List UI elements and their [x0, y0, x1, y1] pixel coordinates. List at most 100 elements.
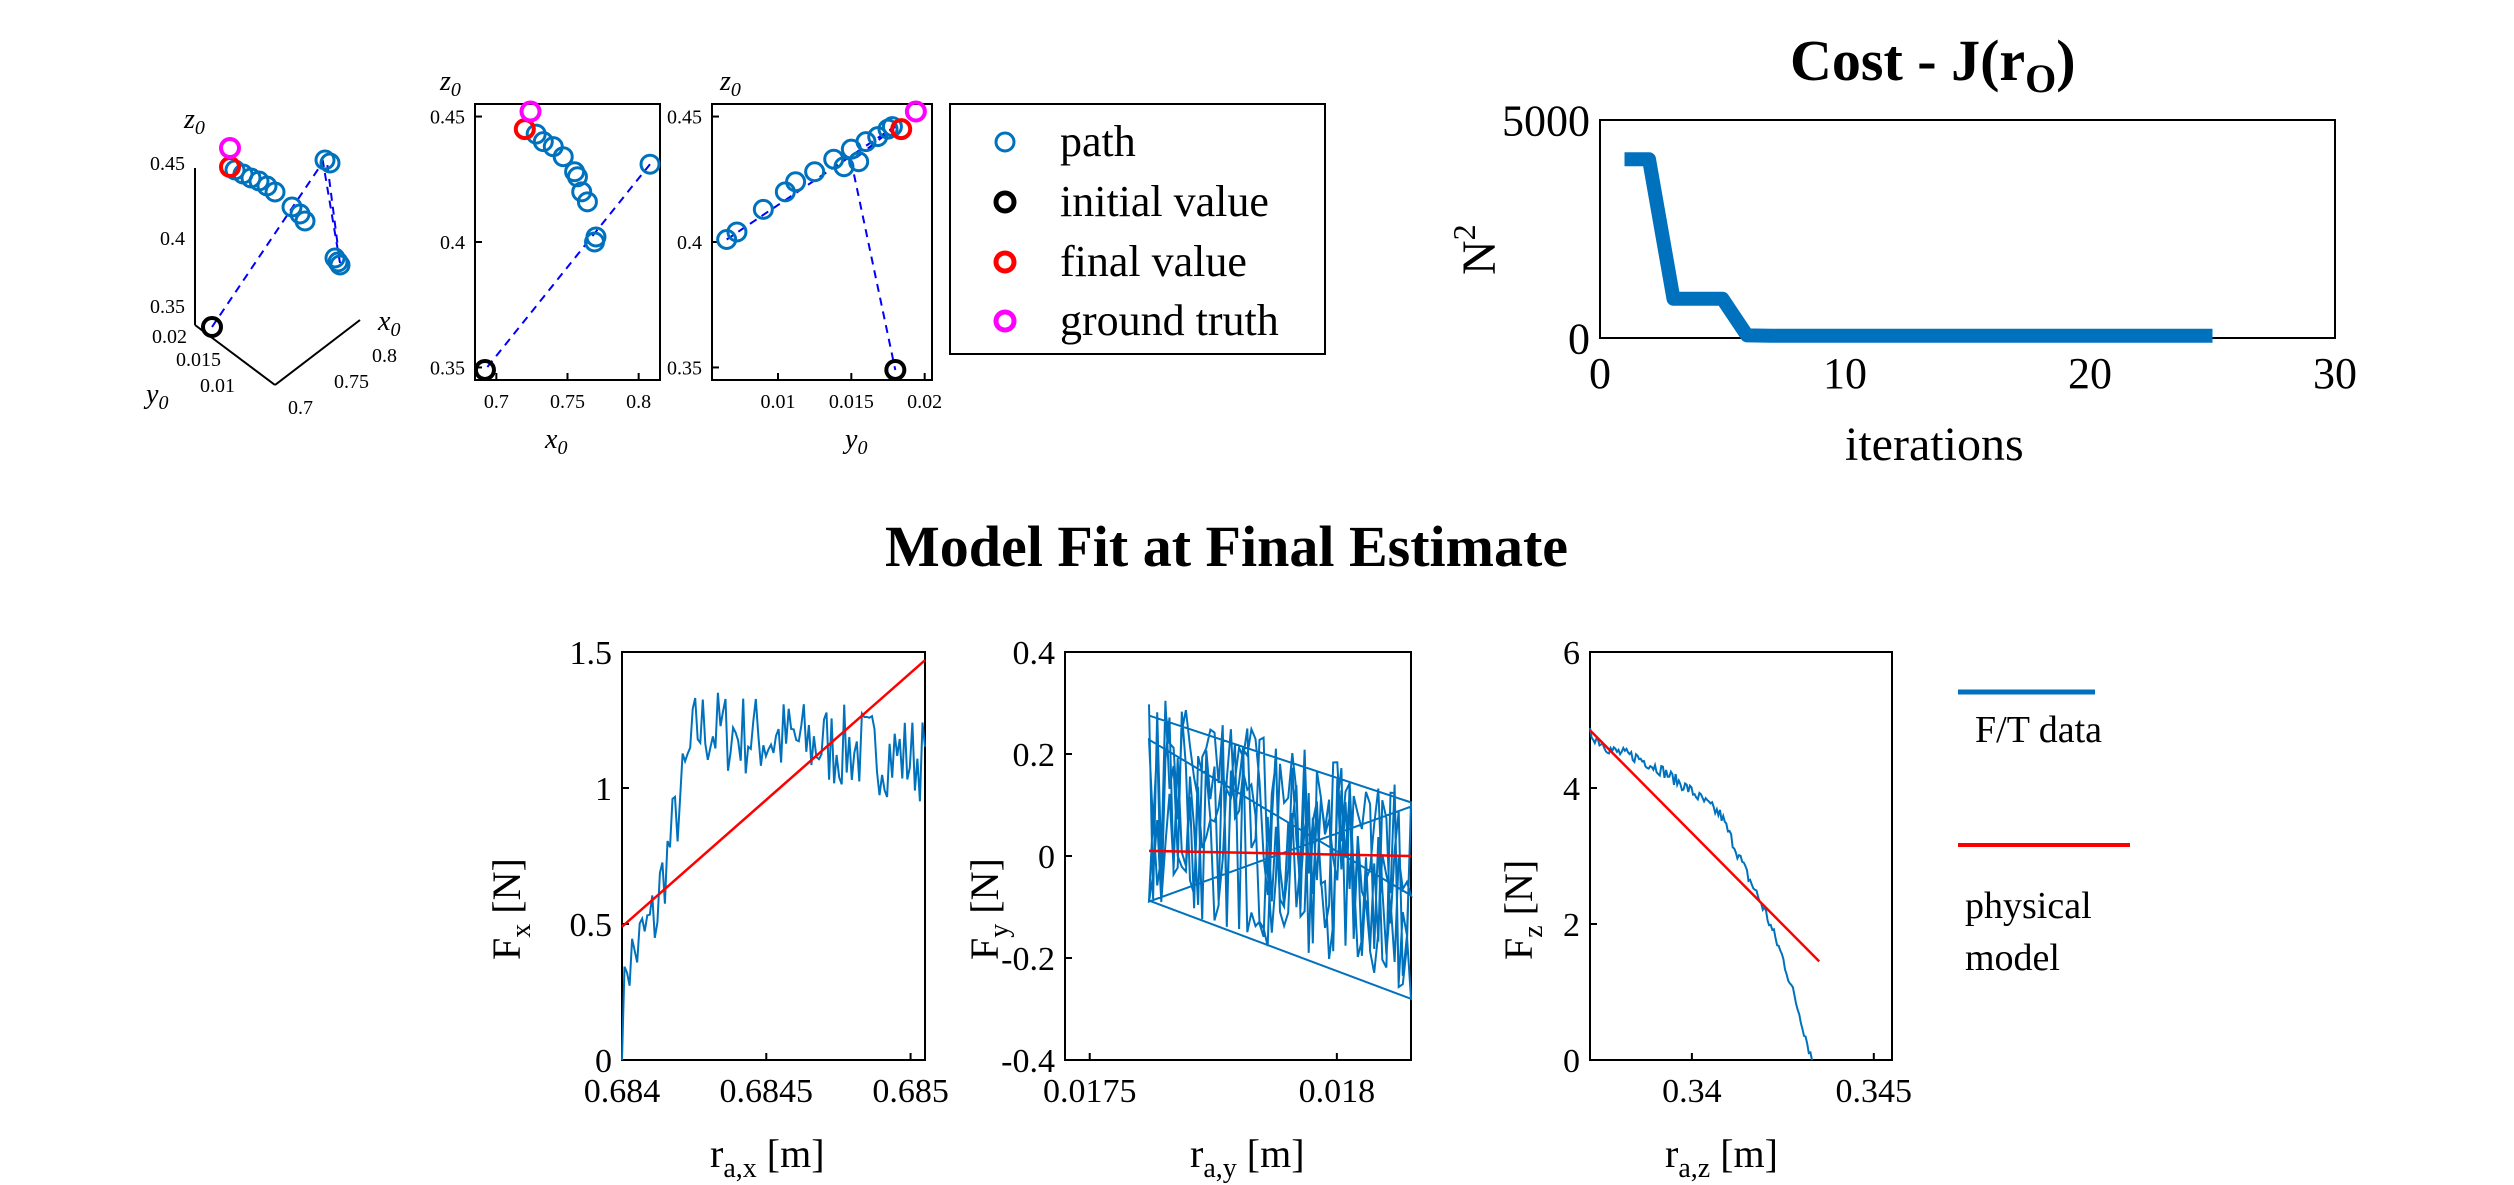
fz-ticks-y-tick-2: 4	[1563, 771, 1580, 808]
xz-ticks-y-tick-0: 0.45	[430, 107, 465, 129]
fz-x-axis-label: ra,z [m]	[1665, 1131, 1778, 1184]
fz-ft-data-line	[1589, 727, 1813, 1061]
legend-final-label: final value	[1060, 237, 1247, 286]
yz-point-1	[726, 221, 748, 243]
yz-point-5	[804, 161, 826, 183]
cost-ticks-y-tick-0: 0	[1568, 314, 1590, 363]
fx-ticks-y-tick-1: 0.5	[570, 907, 613, 944]
z3d-tick-0: 0.45	[150, 153, 185, 175]
fx-chart: 0.684 0.6845 0.685 0 0.5 1 1.5 ra,x [m] Fx [N]	[484, 635, 949, 1184]
fy-ticks-y-tick-1: -0.2	[1001, 941, 1055, 978]
yz-ground-truth-marker	[904, 100, 927, 123]
xz-point-7	[571, 181, 593, 203]
fx-ticks-x-tick-2: 0.685	[872, 1073, 949, 1110]
yz-x-axis-label: y0	[842, 424, 867, 459]
fz-y-axis-label: Fz [N]	[1496, 860, 1549, 960]
xz-path-points	[514, 118, 661, 253]
xz-point-2	[532, 131, 554, 153]
path3d-initial-marker	[201, 316, 223, 338]
top-legend: path initial value final value ground tr…	[949, 103, 1326, 355]
cost-chart: Cost - J(rO) 0 10 20 30 0 5000 iterations N2	[1446, 28, 2357, 471]
yz-axes-box	[711, 103, 933, 381]
fz-ticks-x-tick-1: 0.345	[1836, 1073, 1913, 1110]
yz-point-8	[855, 131, 877, 153]
y3d-axis-label: y0	[143, 379, 168, 414]
path3d-point-5	[264, 181, 286, 203]
legend-model-label-1: physical	[1965, 885, 2092, 927]
fx-ticks-y-tick-3: 1.5	[570, 635, 613, 672]
yz-y-axis-label: z0	[719, 66, 741, 101]
path3d-point-13	[327, 251, 349, 273]
yz-point-4	[785, 171, 807, 193]
z3d-tick-1: 0.4	[160, 228, 185, 250]
legend-entry-initial: initial value	[993, 177, 1269, 226]
yz-dashed-line	[726, 123, 899, 371]
fz-ticks-y-tick-1: 2	[1563, 907, 1580, 944]
fy-ticks-x-tick-0: 0.0175	[1043, 1073, 1137, 1110]
xz-axes-box	[474, 103, 661, 381]
legend-initial-marker	[993, 190, 1017, 214]
yz-point-3	[774, 181, 796, 203]
xz-y-axis-label: z0	[439, 66, 461, 101]
cost-x-axis-label: iterations	[1845, 418, 2024, 471]
path-3d-chart: 0.45 0.4 0.35 0.02 0.015 0.01 0.7 0.75 0…	[143, 104, 400, 419]
fy-ticks: 0.0175 0.018 -0.4 -0.2 0 0.2 0.4	[1001, 635, 1375, 1110]
yz-ticks-y-tick-0: 0.45	[667, 107, 702, 129]
path3d-ground-truth-marker	[219, 137, 241, 159]
legend-entry-final: final value	[993, 237, 1247, 286]
legend-final-marker	[993, 250, 1017, 274]
x3d-axis-label: x0	[377, 306, 400, 341]
yz-ticks-y-tick-2: 0.35	[667, 357, 702, 379]
xz-point-8	[576, 191, 598, 213]
yz-projection-chart: 0.01 0.015 0.02 0.45 0.4 0.35 z0 y0	[667, 66, 942, 459]
fx-x-axis-label: ra,x [m]	[710, 1131, 825, 1184]
fz-axes-box	[1589, 651, 1893, 1061]
xz-point-10	[584, 231, 606, 253]
legend-path-label: path	[1060, 117, 1136, 166]
cost-y-axis-label: N2	[1446, 224, 1506, 275]
xz-ticks-x-tick-0: 0.7	[484, 391, 509, 413]
legend-gt-marker	[993, 309, 1017, 333]
bottom-legend: F/T data physical model	[1958, 689, 2130, 979]
fy-ticks-y-tick-2: 0	[1038, 839, 1055, 876]
yz-ticks: 0.01 0.015 0.02 0.45 0.4 0.35	[667, 107, 942, 413]
xz-point-4	[552, 146, 574, 168]
cost-title: Cost - J(rO)	[1790, 28, 2076, 101]
cost-ticks: 0 10 20 30 0 5000	[1502, 96, 2357, 398]
path3d-point-10	[319, 152, 341, 174]
path3d-point-8	[294, 210, 316, 232]
fy-y-axis-label: Fy [N]	[962, 858, 1015, 960]
xz-final-marker	[513, 118, 536, 141]
xz-ticks-x-tick-1: 0.75	[550, 391, 585, 413]
yz-ticks-x-tick-2: 0.02	[907, 391, 942, 413]
fz-model-line	[1589, 729, 1821, 963]
legend-entry-ground-truth: ground truth	[993, 296, 1279, 345]
yz-initial-marker	[884, 358, 907, 381]
legend-gt-label: ground truth	[1060, 296, 1279, 345]
fy-ticks-y-tick-0: -0.4	[1001, 1043, 1055, 1080]
legend-model-label-2: model	[1965, 937, 2060, 979]
yz-path-points	[716, 116, 903, 250]
fx-axes-box	[621, 651, 926, 1061]
fx-y-axis-label: Fx [N]	[484, 858, 537, 960]
fz-ticks: 0.34 0.345 0 2 4 6	[1563, 635, 1912, 1110]
fy-ft-data-line	[1147, 700, 1413, 1001]
x3d-tick-2: 0.8	[372, 345, 397, 367]
fy-ticks-y-tick-3: 0.2	[1013, 737, 1056, 774]
xz-point-6	[566, 166, 588, 188]
yz-ticks-x-tick-0: 0.01	[761, 391, 796, 413]
z3d-axis-label: z0	[183, 104, 205, 139]
xz-dashed-line	[484, 163, 651, 371]
cost-ticks-x-tick-3: 30	[2313, 349, 2357, 398]
z3d-tick-2: 0.35	[150, 296, 185, 318]
cost-ticks-x-tick-1: 10	[1823, 349, 1867, 398]
y3d-tick-2: 0.01	[200, 375, 235, 397]
x3d-tick-0: 0.7	[288, 397, 313, 419]
fy-x-axis-label: ra,y [m]	[1190, 1131, 1305, 1184]
legend-path-marker	[994, 131, 1016, 153]
fz-ticks-x-tick-0: 0.34	[1662, 1073, 1722, 1110]
fx-ticks: 0.684 0.6845 0.685 0 0.5 1 1.5	[570, 635, 949, 1110]
fx-ticks-x-tick-0: 0.684	[584, 1073, 661, 1110]
xz-x-axis-label: x0	[544, 424, 567, 459]
